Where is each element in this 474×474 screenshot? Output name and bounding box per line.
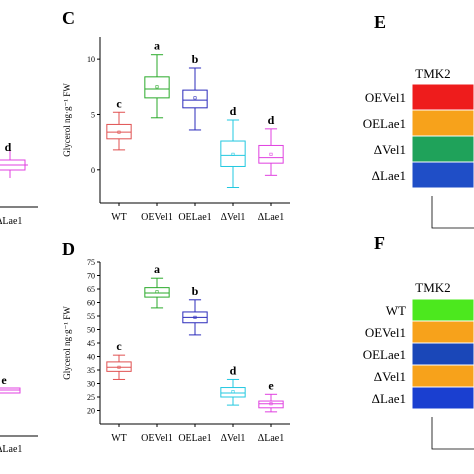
heatmap-title: TMK2 xyxy=(415,280,450,295)
heatmap-cell xyxy=(411,135,474,163)
x-tick-label: OEVel1 xyxy=(141,433,173,444)
heatmap-row-label: OELae1 xyxy=(363,116,406,131)
heatmap-cell xyxy=(411,364,474,388)
x-tick-label: OELae1 xyxy=(178,433,211,444)
y-tick-label: 65 xyxy=(87,285,95,294)
heatmap-panel-f: TMK2 WT OEVel1 OELae1 ΔVel1 ΔLae1 xyxy=(363,280,474,450)
y-tick-label: 45 xyxy=(87,339,95,348)
mean-marker xyxy=(155,290,159,294)
heatmap-row-label: OELae1 xyxy=(363,347,406,362)
panel-letter-f: F xyxy=(374,233,385,253)
heatmap-row-label: ΔVel1 xyxy=(374,142,406,157)
y-tick-label: 60 xyxy=(87,299,95,308)
heatmap-row-label: ΔVel1 xyxy=(374,369,406,384)
mean-marker xyxy=(193,96,197,100)
significance-letter: d xyxy=(230,104,237,118)
x-tick-label: WT xyxy=(111,212,127,223)
boxplot-panel-d: 20 25 30 35 40 45 50 55 60 65 70 75 Glycerol ng·g⁻¹ … xyxy=(62,258,290,444)
x-tick-label: ΔVel1 xyxy=(221,433,246,444)
significance-letter: d xyxy=(230,363,237,377)
mean-marker xyxy=(117,130,121,134)
x-tick-label: ΔLae1 xyxy=(258,212,284,223)
y-tick-label: 0 xyxy=(91,166,95,175)
y-tick-label: 40 xyxy=(87,353,95,362)
x-tick-label: ΔVel1 xyxy=(221,212,246,223)
mean-marker xyxy=(269,402,273,406)
significance-letter: e xyxy=(268,378,274,392)
heatmap-row-label: OEVel1 xyxy=(365,325,406,340)
heatmap-cell xyxy=(411,342,474,366)
heatmap-cell xyxy=(411,320,474,344)
y-axis-label: Glycerol ng·g⁻¹ FW xyxy=(62,306,72,380)
x-tick-label: WT xyxy=(111,433,127,444)
x-tick-label: ΔLae1 xyxy=(258,433,284,444)
box-WT xyxy=(106,123,132,140)
y-tick-label: 50 xyxy=(87,326,95,335)
significance-letter: b xyxy=(192,284,199,298)
mean-marker xyxy=(155,85,159,89)
heatmap-cell xyxy=(411,386,474,410)
mean-marker xyxy=(117,365,121,369)
mean-marker xyxy=(193,315,197,319)
panel-letter-d: D xyxy=(62,239,75,259)
dendrogram xyxy=(431,417,474,450)
significance-letter: b xyxy=(192,52,199,66)
y-tick-label: 25 xyxy=(87,393,95,402)
partial-panel-upper: d ΔLae1 xyxy=(0,140,38,227)
partial-letter-lower: e xyxy=(1,373,7,387)
heatmap-row-label: WT xyxy=(386,303,406,318)
boxplot-panel-c: 0 5 10 Glycerol ng·g⁻¹ FW c WT a OEVel1 b OELae1 d… xyxy=(62,37,290,223)
box-OEVel1 xyxy=(144,76,170,99)
box-WT xyxy=(106,361,132,372)
heatmap-cell xyxy=(411,109,474,137)
significance-letter: d xyxy=(268,113,275,127)
heatmap-cell xyxy=(411,83,474,111)
y-tick-label: 30 xyxy=(87,380,95,389)
y-tick-label: 70 xyxy=(87,272,95,281)
dendrogram xyxy=(431,196,474,229)
y-tick-label: 10 xyxy=(87,55,95,64)
mean-marker xyxy=(231,152,235,156)
heatmap-title: TMK2 xyxy=(415,66,450,81)
y-axis-label: Glycerol ng·g⁻¹ FW xyxy=(62,83,72,157)
heatmap-panel-e: TMK2 OEVel1 OELae1 ΔVel1 ΔLae1 xyxy=(363,66,474,229)
y-tick-label: 75 xyxy=(87,258,95,267)
box-ΔVel1 xyxy=(220,387,246,398)
heatmap-row-label: OEVel1 xyxy=(365,90,406,105)
mean-marker xyxy=(231,390,235,394)
significance-letter: a xyxy=(154,262,160,276)
partial-tick-upper: ΔLae1 xyxy=(0,216,22,227)
box-ΔVel1 xyxy=(220,140,246,167)
y-tick-label: 20 xyxy=(87,407,95,416)
significance-letter: c xyxy=(116,96,122,110)
significance-letter: c xyxy=(116,339,122,353)
heatmap-row-label: ΔLae1 xyxy=(372,391,406,406)
partial-letter-upper: d xyxy=(5,140,12,154)
significance-letter: a xyxy=(154,39,160,53)
partial-tick-lower: ΔLae1 xyxy=(0,444,22,455)
y-tick-label: 55 xyxy=(87,312,95,321)
panel-letter-e: E xyxy=(374,12,386,32)
heatmap-cell xyxy=(411,161,474,189)
x-tick-label: OEVel1 xyxy=(141,212,173,223)
heatmap-row-label: ΔLae1 xyxy=(372,168,406,183)
box-ΔLae1 xyxy=(258,400,284,409)
mean-marker xyxy=(269,152,273,156)
partial-panel-lower: e ΔLae1 xyxy=(0,373,38,455)
y-tick-label: 35 xyxy=(87,366,95,375)
heatmap-cell xyxy=(411,298,474,322)
y-tick-label: 5 xyxy=(91,110,95,119)
box-OEVel1 xyxy=(144,287,170,298)
x-tick-label: OELae1 xyxy=(178,212,211,223)
panel-letter-c: C xyxy=(62,8,75,28)
box-ΔLae1 xyxy=(258,144,284,164)
